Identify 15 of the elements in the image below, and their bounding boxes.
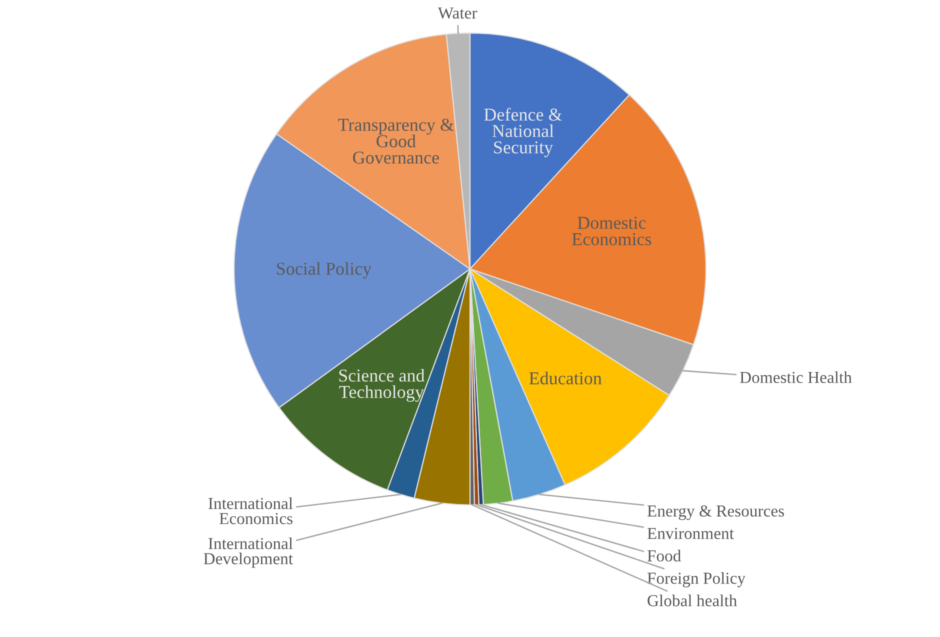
slice-label: Energy & Resources: [647, 505, 784, 520]
slice-label: Domestic Economics: [572, 216, 652, 246]
slice-label: Water: [438, 8, 478, 19]
slice-label: Global health: [648, 594, 737, 606]
slice-label: Defence & National Security: [484, 108, 562, 158]
slice-label: Social Policy: [277, 262, 372, 279]
slice-label: Food: [647, 550, 682, 562]
slice-label: International Economics: [208, 497, 293, 524]
slice-label: Transparency & Good Governance: [338, 118, 454, 164]
slice-label: Foreign Policy: [647, 572, 746, 588]
slice-label: International Development: [204, 537, 293, 568]
slice-label: Science and Technology: [339, 368, 425, 402]
slice-label: Environment: [647, 528, 734, 540]
slice-label: Education: [529, 372, 602, 384]
slice-label: Domestic Health: [740, 371, 852, 384]
